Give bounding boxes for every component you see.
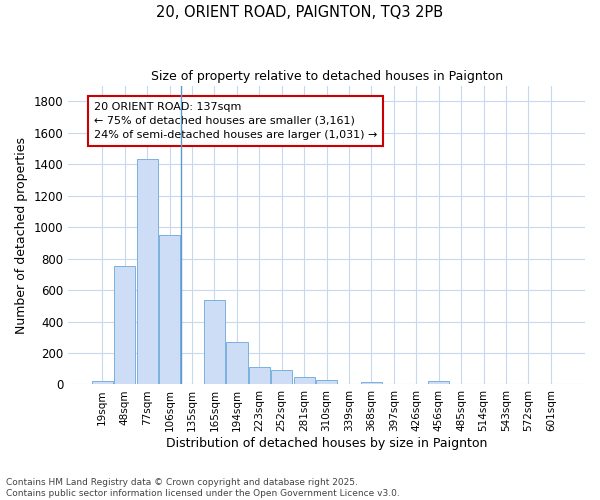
X-axis label: Distribution of detached houses by size in Paignton: Distribution of detached houses by size … (166, 437, 487, 450)
Bar (204, 300, 225, 384)
Bar (159, 235, 180, 384)
Text: Contains HM Land Registry data © Crown copyright and database right 2025.
Contai: Contains HM Land Registry data © Crown c… (6, 478, 400, 498)
Text: 20, ORIENT ROAD, PAIGNTON, TQ3 2PB: 20, ORIENT ROAD, PAIGNTON, TQ3 2PB (157, 5, 443, 20)
Bar (316, 380, 337, 384)
Bar (114, 266, 136, 384)
Bar (271, 370, 292, 384)
Bar (137, 158, 158, 384)
Title: Size of property relative to detached houses in Paignton: Size of property relative to detached ho… (151, 70, 503, 83)
Y-axis label: Number of detached properties: Number of detached properties (15, 136, 28, 334)
Bar (428, 382, 449, 384)
Text: 20 ORIENT ROAD: 137sqm
← 75% of detached houses are smaller (3,161)
24% of semi-: 20 ORIENT ROAD: 137sqm ← 75% of detached… (94, 102, 377, 140)
Bar (361, 382, 382, 384)
Bar (293, 376, 315, 384)
Bar (226, 342, 248, 384)
Bar (248, 367, 270, 384)
Bar (92, 382, 113, 384)
